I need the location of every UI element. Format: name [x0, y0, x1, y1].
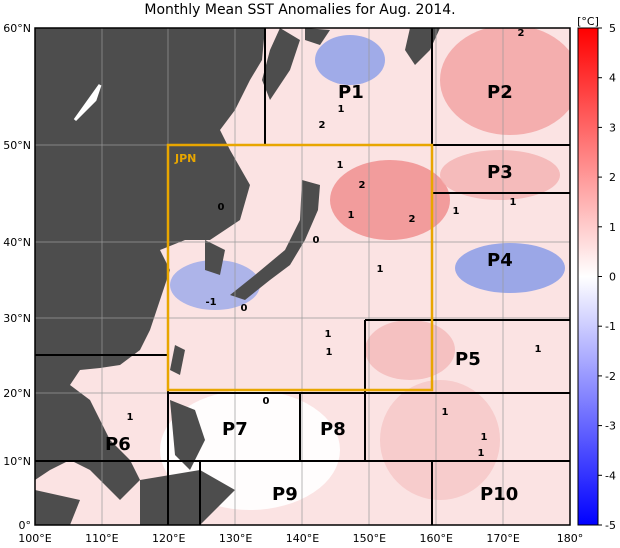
colorbar	[577, 27, 599, 526]
colorbar-tick-label: 4	[609, 72, 616, 85]
area-label: P2	[487, 82, 513, 103]
contour-labels: 2 1 2 1 2 1 2 1 0 0 -1 0 1 1 1 1 0 1 1 1 1 1	[127, 28, 542, 459]
axes: 100°E 110°E 120°E 130°E 140°E 150°E 160°E 170°E…	[3, 22, 616, 545]
lat-label: 30°N	[3, 312, 31, 325]
area-label: P7	[222, 419, 248, 440]
contour-label: 1	[348, 210, 355, 221]
colorbar-tick-label: 5	[609, 22, 616, 35]
lon-label: 130°E	[219, 532, 252, 545]
contour-label: 0	[263, 396, 270, 407]
contour-label: 1	[478, 448, 485, 459]
contour-label: 1	[510, 197, 517, 208]
contour-label: 1	[453, 206, 460, 217]
lon-label: 110°E	[85, 532, 118, 545]
area-label: P9	[272, 484, 298, 505]
colorbar-tick-label: 2	[609, 171, 616, 184]
contour-label: 0	[218, 202, 225, 213]
colorbar-unit: [°C]	[577, 15, 599, 28]
contour-label: 2	[518, 28, 525, 39]
colorbar-tick-label: 3	[609, 121, 616, 134]
area-label: P4	[487, 250, 513, 271]
colorbar-tick-label: 1	[609, 221, 616, 234]
area-label: P10	[480, 484, 518, 505]
lat-label: 60°N	[3, 22, 31, 35]
map-area	[35, 28, 570, 525]
colorbar-tick-label: 0	[609, 271, 616, 284]
colorbar-tick-label: -5	[605, 519, 616, 532]
area-label: P6	[105, 434, 131, 455]
jpn-box	[166, 143, 434, 392]
area-label: JPN	[174, 152, 196, 165]
area-label: P1	[338, 82, 364, 103]
colorbar-tick-label: -1	[605, 320, 616, 333]
area-label: P8	[320, 419, 346, 440]
contour-label: -1	[205, 297, 216, 308]
lat-label: 50°N	[3, 139, 31, 152]
lat-label: 0°	[19, 519, 32, 532]
lat-label: 10°N	[3, 455, 31, 468]
lon-label: 120°E	[152, 532, 185, 545]
contour-label: 1	[326, 347, 333, 358]
lon-label: 160°E	[420, 532, 453, 545]
area-label: P3	[487, 162, 513, 183]
lon-label: 180°	[557, 532, 584, 545]
contour-label: 0	[241, 303, 248, 314]
map-frame	[34, 27, 571, 526]
map-title: Monthly Mean SST Anomalies for Aug. 2014…	[144, 2, 455, 18]
colorbar-tick-label: -4	[605, 469, 616, 482]
contour-label: 1	[338, 104, 345, 115]
contour-label: 1	[535, 344, 542, 355]
lat-label: 20°N	[3, 387, 31, 400]
lat-label: 40°N	[3, 236, 31, 249]
contour-label: 1	[325, 329, 332, 340]
contour-label: 1	[377, 264, 384, 275]
lon-label: 100°E	[18, 532, 51, 545]
contour-label: 1	[442, 407, 449, 418]
contour-label: 0	[313, 235, 320, 246]
lon-label: 170°E	[486, 532, 519, 545]
contour-label: 1	[127, 412, 134, 423]
contour-label: 1	[481, 432, 488, 443]
area-labels: P1 P2 P3 P4 P5 P6 P7 P8 P9 P10	[105, 82, 518, 505]
lon-label: 150°E	[353, 532, 386, 545]
colorbar-tick-label: -3	[605, 420, 616, 433]
lon-label: 140°E	[286, 532, 319, 545]
contour-label: 2	[359, 180, 366, 191]
contour-label: 2	[319, 120, 326, 131]
colorbar-tick-label: -2	[605, 370, 616, 383]
contour-label: 2	[409, 214, 416, 225]
contour-label: 1	[337, 160, 344, 171]
area-label: P5	[455, 349, 481, 370]
